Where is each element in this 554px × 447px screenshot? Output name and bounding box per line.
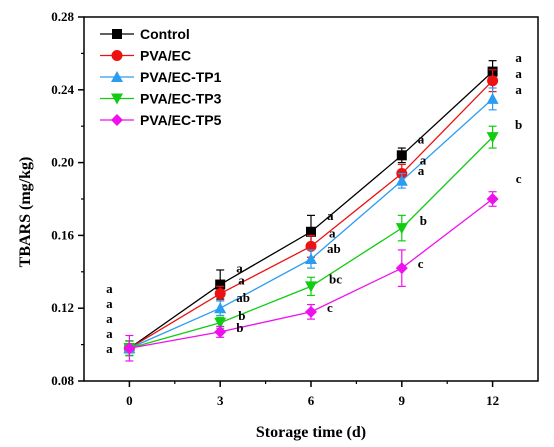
sig-label-4-2: c	[327, 300, 333, 315]
data-point	[214, 302, 227, 314]
data-point	[215, 279, 226, 290]
sig-label-2-0: a	[106, 311, 113, 326]
sig-label-3-3: b	[420, 213, 427, 228]
legend-marker-1	[111, 50, 123, 61]
data-point	[486, 193, 499, 205]
x-tick-label-0: 0	[126, 393, 133, 408]
legend-marker-0	[112, 29, 122, 39]
y-axis-title: TBARS (mg/kg)	[17, 157, 34, 268]
x-axis-title: Storage time (d)	[256, 424, 366, 441]
data-point	[305, 240, 317, 252]
sig-label-3-1: b	[238, 308, 245, 323]
legend-marker-2	[111, 71, 123, 82]
legend-marker-4	[111, 114, 123, 126]
sig-label-0-1: a	[236, 261, 243, 276]
x-tick-label-2: 6	[308, 393, 315, 408]
sig-label-2-1: ab	[236, 290, 250, 305]
legend-marker-3	[111, 93, 123, 105]
data-point	[395, 174, 408, 186]
sig-label-2-3: a	[418, 163, 425, 178]
y-tick-label-3: 0.20	[51, 155, 74, 170]
data-point	[305, 281, 317, 293]
data-point	[486, 132, 499, 144]
sig-label-1-3: a	[420, 153, 427, 168]
series-pva-ec-tp5	[123, 191, 499, 362]
data-point	[487, 75, 499, 87]
legend: Control PVA/EC PVA/EC-TP1 PVA/EC-TP3 PVA/EC-…	[100, 26, 222, 128]
legend-label-2: PVA/EC-TP1	[140, 69, 222, 85]
data-point	[123, 342, 136, 355]
sig-label-0-3: a	[418, 131, 425, 146]
x-tick-label-4: 12	[486, 393, 499, 408]
y-tick-label-1: 0.12	[51, 300, 74, 315]
data-point	[305, 253, 317, 265]
sig-label-0-2: a	[327, 208, 334, 223]
sig-label-1-1: a	[238, 273, 245, 288]
sig-label-0-4: a	[515, 50, 522, 65]
sig-label-3-0: a	[106, 326, 113, 341]
sig-label-1-4: a	[515, 66, 522, 81]
data-point	[214, 325, 227, 338]
sig-label-4-3: c	[418, 256, 424, 271]
sig-label-1-2: a	[329, 225, 336, 240]
sig-label-4-0: a	[106, 341, 113, 356]
sig-label-2-2: ab	[327, 241, 341, 256]
legend-label-1: PVA/EC	[140, 48, 191, 64]
sig-label-3-4: b	[515, 117, 522, 132]
data-point	[214, 288, 226, 300]
data-point	[486, 92, 499, 104]
legend-label-4: PVA/EC-TP5	[140, 112, 222, 128]
x-tick-label-3: 9	[399, 393, 406, 408]
sig-label-1-0: a	[106, 296, 113, 311]
y-tick-label-0: 0.08	[51, 373, 74, 388]
y-tick-label-2: 0.16	[51, 227, 74, 242]
legend-label-3: PVA/EC-TP3	[140, 91, 222, 107]
legend-label-0: Control	[140, 26, 190, 42]
data-point	[305, 305, 317, 318]
sig-label-4-1: b	[236, 320, 243, 335]
y-tick-label-5: 0.28	[51, 9, 74, 24]
x-tick-label-1: 3	[217, 393, 224, 408]
sig-label-4-4: c	[516, 171, 522, 186]
data-point	[395, 262, 408, 275]
sig-label-3-2: bc	[329, 271, 342, 286]
data-point	[395, 223, 408, 235]
data-point	[396, 150, 407, 161]
y-tick-label-4: 0.24	[51, 82, 74, 97]
data-point	[214, 317, 227, 329]
sig-label-2-4: a	[515, 82, 522, 97]
data-point	[306, 226, 316, 237]
sig-label-0-0: a	[106, 281, 113, 296]
